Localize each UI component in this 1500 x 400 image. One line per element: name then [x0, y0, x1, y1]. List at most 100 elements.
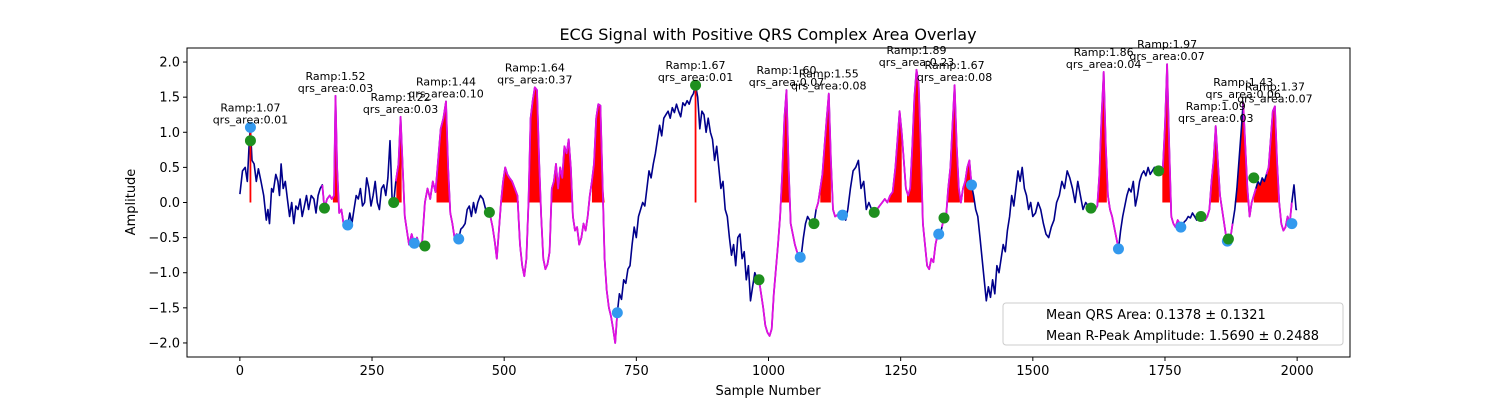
annotation-ramp-14: Ramp:1.37 [1245, 80, 1305, 93]
annotation-ramp-13: Ramp:1.43 [1213, 76, 1273, 89]
annotation-ramp-1: Ramp:1.52 [306, 70, 366, 83]
qrs-offset-marker-3 [453, 233, 465, 245]
annotation-ramp-3: Ramp:1.44 [416, 75, 476, 88]
qrs-onset-marker-9 [938, 212, 950, 224]
y-tick-label-5: 0.5 [159, 161, 180, 176]
annotation-ramp-0: Ramp:1.07 [220, 101, 280, 114]
annotation-ramp-5: Ramp:1.67 [666, 59, 726, 72]
qrs-offset-marker-12 [1286, 218, 1298, 230]
qrs-onset-marker-2 [388, 197, 400, 208]
qrs-offset-marker-2 [408, 237, 420, 249]
x-tick-label-8: 2000 [1281, 364, 1314, 379]
x-tick-label-6: 1500 [1016, 364, 1049, 379]
annotation-qrs-area-14: qrs_area:0.07 [1237, 92, 1312, 105]
x-tick-label-1: 250 [360, 364, 385, 379]
qrs-segment-line-1 [394, 100, 460, 247]
annotation-qrs-area-5: qrs_area:0.01 [658, 71, 733, 84]
annotation-ramp-7: Ramp:1.55 [799, 68, 859, 81]
annotation-qrs-area-0: qrs_area:0.01 [213, 113, 288, 126]
annotation-qrs-area-10: qrs_area:0.04 [1066, 58, 1141, 71]
qrs-area-fill-3 [501, 167, 519, 203]
qrs-offset-marker-1 [342, 219, 354, 231]
annotation-qrs-area-2: qrs_area:0.03 [363, 103, 438, 116]
qrs-segment-line-8 [1159, 63, 1183, 228]
y-axis-label: Amplitude [124, 169, 139, 236]
qrs-area-fill-5 [550, 139, 572, 203]
y-tick-label-8: 2.0 [159, 56, 180, 71]
qrs-onset-marker-7 [808, 218, 820, 230]
qrs-offset-marker-9 [1112, 243, 1124, 255]
y-tick-label-3: −0.5 [148, 231, 180, 246]
annotation-qrs-area-7: qrs_area:0.08 [791, 80, 866, 93]
x-tick-label-7: 1750 [1148, 364, 1181, 379]
x-tick-label-4: 1000 [752, 364, 785, 379]
qrs-onset-marker-3 [419, 240, 431, 252]
qrs-onset-marker-12 [1195, 211, 1207, 223]
qrs-onset-marker-6 [753, 274, 765, 286]
annotation-qrs-area-3: qrs_area:0.10 [408, 87, 483, 100]
y-tick-label-6: 1.0 [159, 126, 180, 141]
legend-entry-rpeak-amplitude: Mean R-Peak Amplitude: 1.5690 ± 0.2488 [1046, 329, 1319, 344]
annotation-ramp-6: Ramp:1.60 [756, 64, 816, 77]
x-tick-label-3: 750 [624, 364, 649, 379]
qrs-area-fill-7 [781, 90, 790, 203]
x-tick-label-5: 1250 [884, 364, 917, 379]
annotation-ramp-9: Ramp:1.67 [925, 59, 985, 72]
qrs-onset-marker-4 [483, 206, 495, 218]
qrs-area-fill-13 [1098, 71, 1107, 203]
annotation-ramp-12: Ramp:1.09 [1186, 100, 1246, 113]
y-tick-label-7: 1.5 [159, 91, 180, 106]
qrs-onset-marker-11 [1153, 165, 1165, 177]
y-axis: −2.0 −1.5 −1.0 −0.5 0.0 0.5 1.0 1.5 2.0 [148, 56, 187, 351]
annotation-qrs-area-6: qrs_area:0.07 [749, 76, 824, 89]
qrs-offset-marker-5 [794, 251, 806, 263]
qrs-area-fill-14 [1162, 64, 1171, 203]
qrs-onset-marker-13 [1222, 233, 1234, 245]
qrs-offset-marker-6 [837, 209, 849, 221]
qrs-onset-marker-10 [1085, 202, 1097, 214]
annotation-qrs-area-4: qrs_area:0.37 [497, 73, 572, 86]
qrs-offset-marker-4 [611, 307, 623, 319]
plot-area: Ramp:1.07qrs_area:0.01Ramp:1.52qrs_area:… [213, 38, 1313, 344]
annotation-qrs-area-12: qrs_area:0.03 [1178, 112, 1253, 125]
annotation-qrs-area-9: qrs_area:0.08 [917, 71, 992, 84]
annotation-qrs-area-11: qrs_area:0.07 [1129, 50, 1204, 63]
qrs-segment-line-11 [1265, 105, 1293, 232]
annotation-ramp-8: Ramp:1.89 [886, 44, 946, 57]
qrs-segment-line-2 [489, 86, 619, 344]
qrs-area-fill-17 [1253, 106, 1279, 203]
annotation-qrs-area-1: qrs_area:0.03 [298, 82, 373, 95]
annotation-ramp-2: Ramp:1.22 [371, 91, 431, 104]
annotation-qrs-area-8: qrs_area:0.23 [879, 56, 954, 69]
qrs-offset-marker-7 [933, 228, 945, 240]
chart-title: ECG Signal with Positive QRS Complex Are… [559, 25, 976, 44]
x-axis-label: Sample Number [715, 384, 821, 399]
qrs-onset-marker-0 [244, 135, 256, 147]
qrs-segment-line-6 [941, 84, 973, 228]
annotation-ramp-10: Ramp:1.86 [1074, 46, 1134, 59]
y-tick-label-4: 0.0 [159, 196, 180, 211]
qrs-segment-line-5 [873, 68, 939, 271]
annotation-ramp-4: Ramp:1.64 [505, 61, 565, 74]
qrs-offset-marker-0 [244, 121, 256, 133]
y-tick-label-1: −1.5 [148, 301, 180, 316]
qrs-area-fill-6 [591, 104, 605, 203]
legend: Mean QRS Area: 0.1378 ± 0.1321 Mean R-Pe… [1002, 302, 1344, 346]
qrs-onset-marker-5 [690, 79, 702, 91]
qrs-onset-marker-8 [868, 206, 880, 218]
y-tick-label-2: −1.0 [148, 266, 180, 281]
qrs-onset-marker-14 [1248, 172, 1260, 184]
qrs-offset-marker-10 [1175, 221, 1187, 233]
qrs-onset-marker-1 [318, 202, 330, 214]
qrs-segment-line-3 [758, 89, 801, 337]
legend-box [1002, 302, 1344, 346]
x-tick-label-0: 0 [236, 364, 244, 379]
x-tick-label-2: 500 [492, 364, 517, 379]
qrs-segment-line-10 [1242, 102, 1257, 218]
annotation-qrs-area-13: qrs_area:0.06 [1205, 88, 1280, 101]
legend-entry-qrs-area: Mean QRS Area: 0.1378 ± 0.1321 [1046, 308, 1266, 323]
qrs-offset-marker-8 [965, 179, 977, 191]
y-tick-label-0: −2.0 [148, 336, 180, 351]
x-axis: 0 250 500 750 1000 1250 1500 1750 2000 [236, 357, 1314, 379]
